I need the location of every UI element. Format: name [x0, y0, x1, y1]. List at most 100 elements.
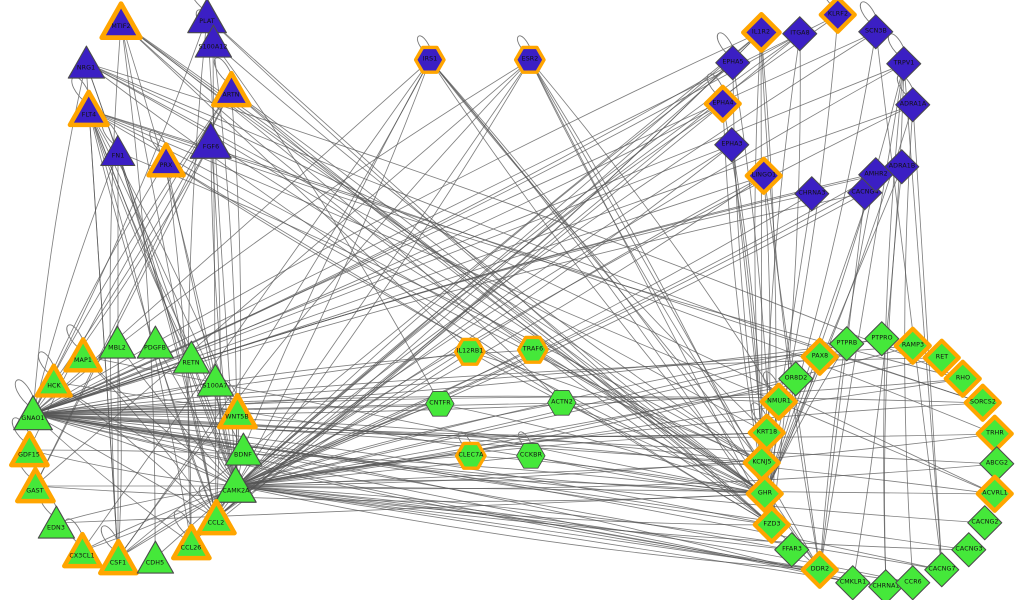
diamond-shape	[782, 16, 818, 52]
graph-node-esr2[interactable]: ESR2	[514, 44, 546, 76]
triangle-shape	[216, 392, 258, 429]
graph-node-cdh5[interactable]: CDH5	[133, 536, 176, 579]
graph-edge	[529, 59, 773, 526]
graph-edge	[235, 455, 532, 487]
diamond-shape	[745, 474, 785, 514]
graph-node-epha5[interactable]: EPHA5	[713, 43, 754, 84]
graph-node-wnt5b[interactable]: WNT5B	[215, 390, 258, 433]
graph-node-fgf6[interactable]: FGF6	[187, 118, 236, 167]
diamond-shape	[886, 46, 922, 82]
graph-edge	[235, 462, 763, 487]
graph-node-cckbr[interactable]: CCKBR	[515, 440, 547, 472]
triangle-shape	[214, 465, 258, 504]
graph-node-il12rb1[interactable]: IL12RB1	[454, 336, 486, 368]
graph-node-amhr2[interactable]: AMHR2	[856, 155, 897, 196]
graph-edge	[187, 16, 208, 544]
diamond-shape	[740, 11, 782, 53]
graph-edge	[85, 62, 766, 495]
graph-edge	[760, 31, 763, 464]
graph-edge	[235, 343, 848, 487]
graph-edge	[722, 103, 766, 495]
graph-edge	[32, 413, 192, 544]
graph-node-artn[interactable]: ARTN	[209, 68, 252, 111]
graph-edge	[235, 403, 441, 487]
graph-edge	[529, 59, 766, 495]
diamond-shape	[884, 149, 920, 185]
graph-edge	[32, 413, 763, 464]
graph-edge	[55, 493, 766, 524]
graph-node-s100a12[interactable]: S100A12	[191, 20, 234, 63]
graph-node-ccr6[interactable]: CCR6	[893, 563, 934, 600]
graph-node-trpv1[interactable]: TRPV1	[884, 44, 925, 85]
graph-node-clec7a[interactable]: CLEC7A	[455, 440, 487, 472]
diamond-shape	[794, 176, 830, 212]
triangle-shape	[99, 1, 143, 40]
graph-edge	[235, 485, 773, 526]
graph-node-actn2[interactable]: ACTN2	[546, 387, 578, 419]
graph-edge	[32, 395, 780, 415]
graph-edge	[235, 62, 734, 487]
diamond-shape	[829, 326, 865, 362]
graph-node-flt4[interactable]: FLT4	[67, 88, 112, 133]
graph-node-fn1[interactable]: FN1	[98, 132, 139, 173]
graph-edge	[28, 89, 232, 451]
graph-edge	[230, 89, 773, 526]
graph-edge	[760, 31, 821, 571]
graph-edge	[81, 59, 431, 552]
graph-edge	[235, 402, 984, 487]
graph-edge	[88, 109, 192, 544]
graph-edge	[235, 485, 943, 571]
diamond-shape	[858, 14, 894, 50]
triangle-shape	[194, 24, 232, 58]
graph-edge	[117, 151, 217, 519]
graph-node-lingo1[interactable]: LINGO1	[744, 156, 785, 197]
graph-edge	[120, 21, 763, 464]
graph-edge	[32, 413, 821, 571]
graph-edge	[81, 485, 237, 552]
graph-edge	[32, 413, 773, 526]
diamond-shape	[774, 532, 810, 568]
graph-edge	[32, 62, 734, 415]
graph-node-itga8[interactable]: ITGA8	[780, 14, 821, 55]
graph-edge	[764, 166, 903, 495]
graph-node-epha4[interactable]: EPHA4	[703, 84, 744, 125]
graph-edge	[32, 192, 866, 415]
graph-edge	[32, 413, 768, 437]
graph-node-nrg1[interactable]: NRG1	[64, 41, 107, 84]
graph-edge	[32, 345, 914, 415]
triangle-shape	[187, 0, 227, 34]
triangle-shape	[61, 531, 103, 568]
graph-edge	[32, 174, 877, 415]
diamond-shape	[893, 326, 933, 366]
diamond-shape	[703, 84, 743, 124]
graph-edge	[235, 485, 996, 495]
graph-edge	[230, 89, 766, 495]
graph-edge	[32, 357, 192, 415]
graph-node-irs1[interactable]: IRS1	[414, 44, 446, 76]
diamond-shape	[967, 505, 1003, 541]
graph-edge	[120, 21, 563, 404]
graph-edge	[85, 62, 768, 434]
graph-edge	[32, 144, 733, 415]
graph-node-klrf2[interactable]: KLRF2	[818, 0, 859, 35]
triangle-shape	[97, 538, 139, 575]
graph-edge	[32, 413, 970, 551]
graph-node-mtif2[interactable]: MTIF2	[98, 0, 144, 45]
graph-edge	[117, 151, 763, 464]
diamond-shape	[835, 565, 871, 600]
graph-node-prx[interactable]: PRX	[145, 140, 187, 182]
graph-node-cntfr[interactable]: CNTFR	[424, 388, 456, 420]
hexagon-shape	[547, 390, 577, 416]
graph-edge	[210, 141, 237, 487]
graph-edge	[903, 63, 943, 571]
graph-edge	[53, 381, 217, 519]
graph-edge	[469, 351, 766, 495]
graph-node-traf6[interactable]: TRAF6	[517, 334, 549, 366]
hexagon-shape	[516, 443, 546, 469]
triangle-shape	[136, 325, 174, 359]
graph-edge	[764, 63, 905, 495]
graph-edge	[235, 485, 793, 551]
graph-node-adra1a[interactable]: ADRA1A	[893, 85, 934, 126]
graph-node-chrna3[interactable]: CHRNA3	[792, 174, 833, 215]
